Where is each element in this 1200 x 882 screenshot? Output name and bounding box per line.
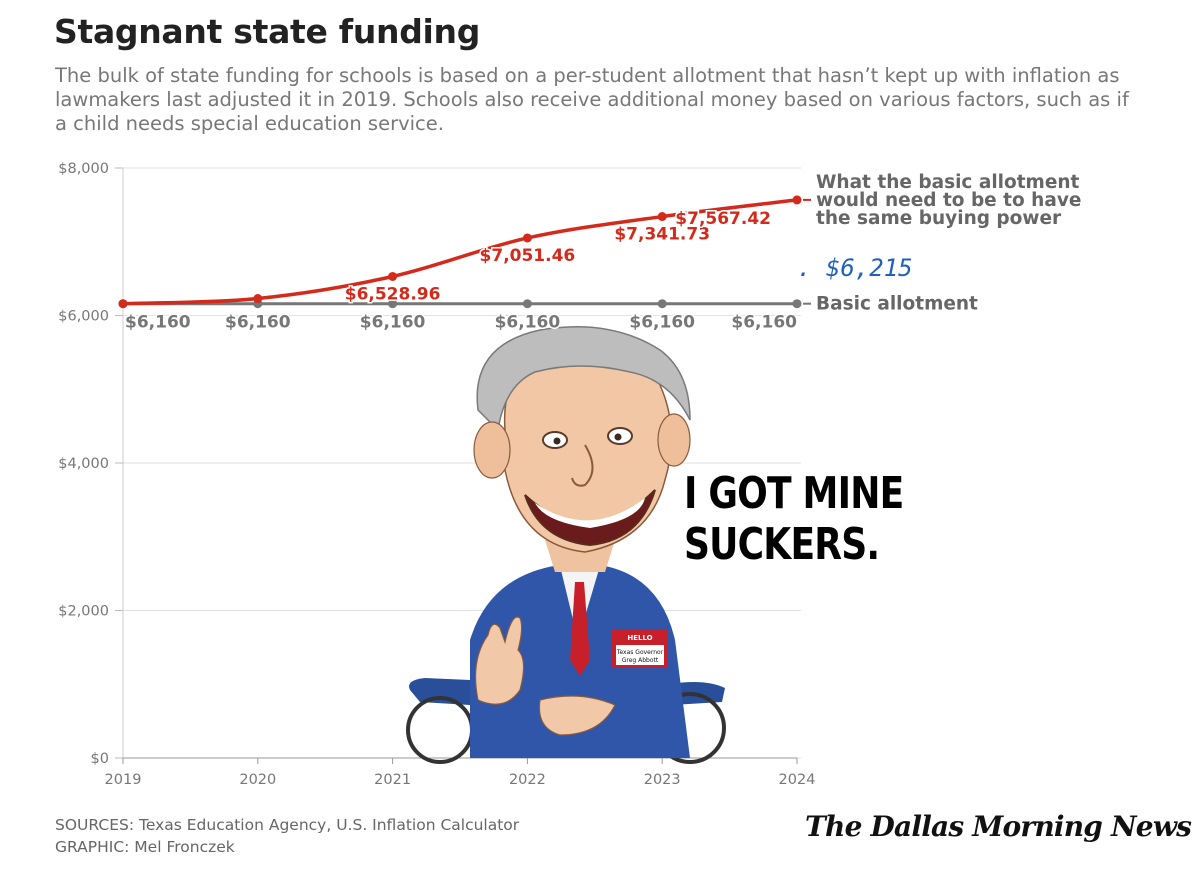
data-point	[253, 294, 263, 304]
data-point	[792, 195, 802, 205]
data-label: $6,160	[360, 313, 426, 333]
series-label: would need to be to have	[816, 190, 1081, 211]
handwritten-annotation: . $6,215	[797, 254, 913, 282]
meme-caption: I GOT MINE SUCKERS.	[684, 468, 904, 570]
wheelchair-wheel	[406, 696, 474, 764]
x-tick-label: 2021	[374, 772, 411, 788]
right-ear	[657, 413, 691, 467]
wheelchair-back	[409, 678, 470, 705]
data-label: $7,341.73	[614, 225, 710, 245]
x-tick-label: 2023	[644, 772, 681, 788]
x-tick-label: 2024	[779, 772, 816, 788]
data-label: $7,567.42	[675, 209, 771, 229]
y-tick-label: $0	[91, 751, 109, 767]
name-tag-line1: Texas Governor	[616, 649, 664, 656]
raised-hand	[474, 616, 525, 705]
data-point	[657, 299, 667, 309]
series-label: the same buying power	[816, 208, 1062, 229]
data-point	[388, 299, 398, 309]
series-line-required	[122, 198, 798, 306]
y-tick-label: $8,000	[58, 161, 109, 177]
line-chart: $0 $2,000 $4,000 $6,000 $8,000 2019 2020 2021 20…	[58, 161, 1081, 788]
left-ear	[473, 421, 511, 479]
data-point	[522, 299, 532, 309]
data-label: $6,160	[495, 313, 561, 333]
x-tick-label: 2022	[509, 772, 546, 788]
data-point	[388, 271, 398, 281]
name-tag-line2: Greg Abbott	[622, 657, 659, 664]
footer: SOURCES: Texas Education Agency, U.S. In…	[55, 814, 519, 858]
data-label: $6,160	[125, 313, 191, 333]
data-label: $6,160	[629, 313, 695, 333]
hair	[476, 326, 691, 432]
y-tick-label: $6,000	[58, 309, 109, 325]
data-point	[118, 299, 128, 309]
data-label: $6,160	[731, 313, 797, 333]
nose	[571, 444, 594, 487]
caricature-illustration: HELLO Texas Governor Greg Abbott	[406, 326, 726, 764]
data-label: $6,160	[225, 313, 291, 333]
y-tick-label: $2,000	[58, 604, 109, 620]
chart-title: Stagnant state funding	[54, 12, 481, 51]
data-label: $6,528.96	[345, 284, 441, 304]
data-point	[657, 212, 667, 222]
data-point	[792, 299, 802, 309]
x-tick-label: 2020	[239, 772, 276, 788]
data-label: $7,051.46	[480, 246, 576, 266]
chart-subtitle: The bulk of state funding for schools is…	[55, 64, 1129, 135]
teeth	[535, 498, 645, 528]
graphic-credit: GRAPHIC: Mel Fronczek	[55, 838, 235, 856]
name-tag-hello: HELLO	[627, 634, 652, 642]
series-label: Basic allotment	[816, 294, 978, 315]
x-tick-label: 2019	[105, 772, 142, 788]
dallas-morning-news-logo: The Dallas Morning News	[805, 810, 1192, 843]
sources-line: SOURCES: Texas Education Agency, U.S. In…	[55, 816, 520, 834]
data-point	[522, 233, 532, 243]
y-tick-label: $4,000	[58, 456, 109, 472]
series-label: What the basic allotment	[816, 172, 1080, 193]
lap-hand	[538, 695, 616, 736]
tie	[570, 582, 590, 676]
